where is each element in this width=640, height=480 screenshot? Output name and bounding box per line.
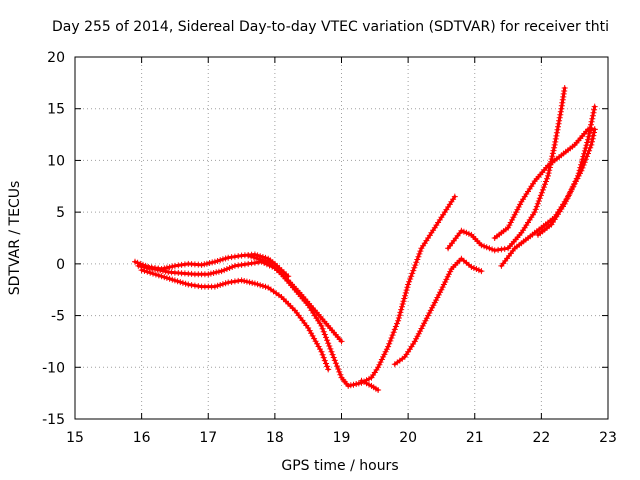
series-markers: [391, 255, 485, 368]
x-tick-label: 18: [266, 430, 284, 446]
ticks: 15 16 17 18 19 20 21 22 23 -15 -10 -5 0 5 10 15 20: [42, 50, 617, 446]
series-markers: [491, 126, 598, 241]
series-markers: [138, 267, 332, 373]
series-markers: [535, 103, 598, 238]
y-tick-label: 15: [47, 102, 65, 118]
x-tick-label: 22: [532, 430, 550, 446]
x-tick-label: 21: [466, 430, 484, 446]
y-tick-label: -15: [42, 412, 65, 428]
x-tick-label: 19: [333, 430, 351, 446]
x-tick-label: 23: [599, 430, 617, 446]
series-group: [132, 85, 598, 393]
y-tick-label: -10: [42, 360, 65, 376]
series-markers: [445, 85, 568, 254]
x-tick-label: 16: [133, 430, 151, 446]
series-arc-6: [391, 255, 485, 368]
chart-title: Day 255 of 2014, Sidereal Day-to-day VTE…: [52, 19, 609, 35]
y-tick-label: 0: [56, 257, 65, 273]
series-arc-7: [445, 85, 568, 254]
y-axis-title: SDTVAR / TECUs: [7, 181, 23, 296]
series-markers: [358, 377, 382, 393]
grid: [75, 57, 608, 419]
series-arc-10: [535, 103, 598, 238]
series-arc-3: [138, 267, 332, 373]
x-axis-title: GPS time / hours: [281, 458, 398, 474]
series-arc-5: [358, 377, 382, 393]
series-markers: [245, 193, 458, 389]
x-tick-label: 20: [399, 430, 417, 446]
y-tick-label: 5: [56, 205, 65, 221]
y-tick-label: 10: [47, 153, 65, 169]
x-tick-label: 15: [66, 430, 84, 446]
y-tick-label: 20: [47, 50, 65, 66]
y-tick-label: -5: [51, 309, 65, 325]
x-tick-label: 17: [199, 430, 217, 446]
series-arc-8: [491, 126, 598, 241]
